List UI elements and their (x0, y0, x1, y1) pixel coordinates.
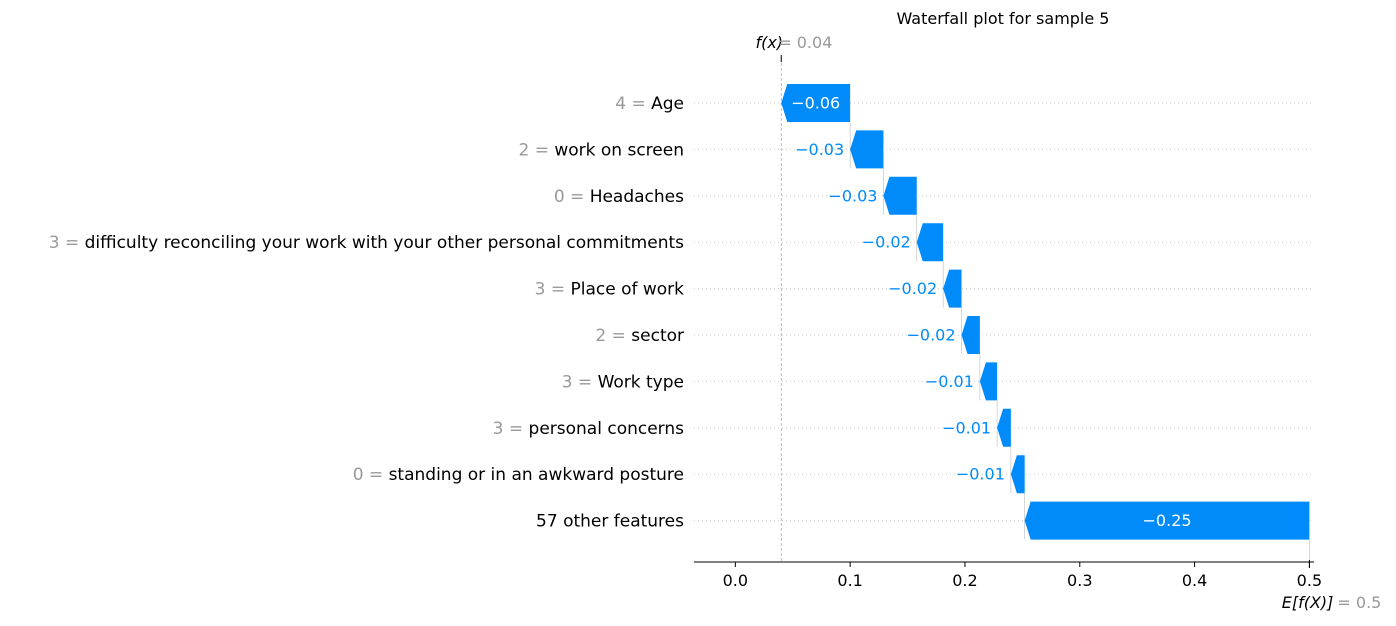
waterfall-bar (961, 316, 980, 354)
reference-lines: f(x)= 0.04 (755, 33, 832, 562)
bar-value-label: −0.02 (862, 233, 911, 252)
bar-value-label: −0.02 (888, 279, 937, 298)
bar-value-label: −0.03 (828, 186, 877, 205)
x-tick-label: 0.1 (837, 571, 862, 590)
feature-label: 3 = Place of work (535, 280, 685, 300)
waterfall-bar (883, 176, 917, 215)
feature-value: 3 = (562, 372, 598, 392)
feature-label: 3 = Work type (562, 372, 684, 392)
fx-value-text: = 0.04 (778, 33, 832, 52)
feature-name: 57 other features (536, 512, 684, 532)
bar-value-label: −0.03 (795, 140, 844, 159)
waterfall-bar (943, 269, 962, 308)
x-tick-label: 0.0 (723, 571, 748, 590)
feature-value: 3 = (535, 280, 571, 300)
row-gridlines (694, 102, 1314, 522)
bar-value-label: −0.01 (925, 372, 974, 391)
feature-name: difficulty reconciling your work with yo… (85, 233, 685, 253)
feature-label: 3 = personal concerns (493, 419, 684, 439)
base-value-text: = 0.5 (1337, 593, 1381, 612)
feature-value: 2 = (518, 140, 554, 160)
feature-name: standing or in an awkward posture (389, 465, 684, 485)
bar-value-label: −0.06 (791, 94, 840, 113)
chart-title: Waterfall plot for sample 5 (897, 9, 1110, 28)
feature-name: Place of work (570, 280, 684, 300)
feature-name: Age (651, 94, 684, 114)
feature-label: 0 = Headaches (554, 187, 684, 207)
feature-value: 3 = (493, 419, 529, 439)
feature-value: 3 = (49, 233, 85, 253)
bar-value-label: −0.01 (942, 418, 991, 437)
waterfall-bar (997, 408, 1011, 447)
feature-name: work on screen (554, 140, 684, 160)
x-tick-label: 0.3 (1067, 571, 1092, 590)
waterfall-bar (916, 223, 944, 262)
waterfall-bar (979, 362, 998, 401)
bars: −0.06 −0.03 −0.03 −0.02 −0.02 −0.02 −0.01 −0.01… (781, 84, 1310, 562)
waterfall-bar (1010, 455, 1025, 494)
feature-label: 3 = difficulty reconciling your work wit… (49, 233, 684, 253)
feature-name: Headaches (590, 187, 684, 207)
base-label: E[f(X)] (1282, 593, 1334, 612)
waterfall-bar (1024, 501, 1310, 540)
feature-labels: 4 = Age 2 = work on screen 0 = Headaches 3 … (49, 94, 684, 532)
feature-label: 2 = work on screen (518, 140, 684, 160)
bar-value-label: −0.01 (956, 465, 1005, 484)
feature-name: Work type (598, 372, 684, 392)
waterfall-bar (781, 84, 851, 122)
feature-label: 2 = sector (595, 326, 684, 346)
x-tick-label: 0.5 (1297, 571, 1322, 590)
feature-name: sector (631, 326, 684, 346)
feature-value: 2 = (595, 326, 631, 346)
feature-name: personal concerns (529, 419, 685, 439)
bar-value-label: −0.02 (906, 326, 955, 345)
x-axis: 0.0 0.1 0.2 0.3 0.4 0.5 E[f(X)] = 0.5 (694, 560, 1381, 612)
x-tick-label: 0.2 (952, 571, 977, 590)
bar-value-label: −0.25 (1143, 511, 1192, 530)
x-tick-label: 0.4 (1182, 571, 1207, 590)
feature-value: 0 = (353, 465, 389, 485)
fx-label: f(x) (755, 33, 783, 52)
feature-label: 57 other features (536, 512, 684, 532)
feature-label: 0 = standing or in an awkward posture (353, 465, 684, 485)
feature-value: 4 = (615, 94, 651, 114)
feature-value: 0 = (554, 187, 590, 207)
waterfall-bar (850, 130, 884, 169)
feature-label: 4 = Age (615, 94, 684, 114)
